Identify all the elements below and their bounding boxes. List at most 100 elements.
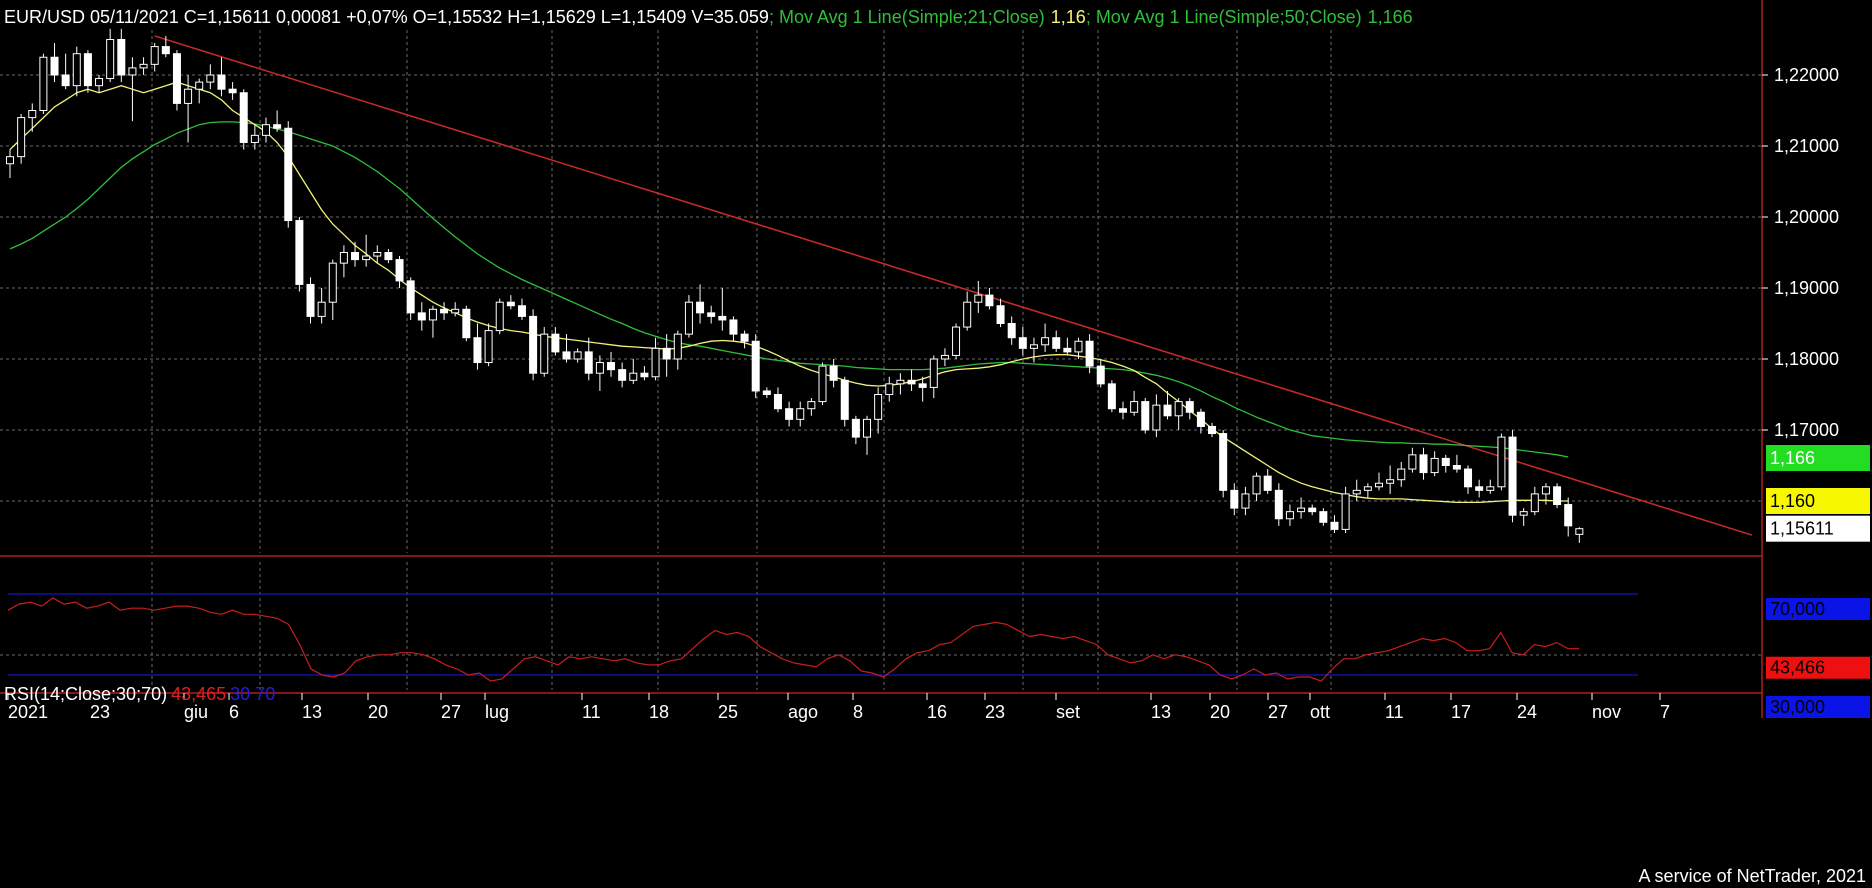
candle-body-down: [851, 418, 860, 438]
candle-body-up: [1074, 340, 1083, 353]
candle-body-down: [517, 305, 526, 317]
candle: [1263, 469, 1272, 494]
candle-body-up: [1174, 401, 1183, 417]
x-tick-label: 27: [1268, 702, 1288, 722]
candle-body-down: [584, 351, 593, 374]
candle-body-down: [473, 337, 482, 364]
candle: [83, 50, 92, 93]
candle: [295, 217, 304, 292]
candle: [1018, 327, 1027, 356]
candle-body-down: [551, 333, 560, 353]
candle: [440, 302, 449, 320]
candle: [740, 330, 749, 349]
x-tick-label: 23: [985, 702, 1005, 722]
candle-body-up: [1152, 404, 1161, 431]
candle-body-up: [6, 156, 14, 165]
rsi-tag-last-label: 43,466: [1770, 658, 1825, 678]
candle: [217, 57, 226, 97]
candle-body-up: [974, 294, 983, 303]
candle: [328, 259, 337, 320]
candle-body-down: [406, 280, 415, 314]
candle-body-down: [1119, 408, 1127, 413]
candle: [462, 305, 471, 342]
candle: [707, 305, 716, 324]
candle: [551, 327, 560, 356]
candle: [1530, 486, 1539, 516]
candle-body-up: [1029, 344, 1038, 349]
candle-body-down: [1018, 337, 1027, 349]
candle: [1230, 483, 1239, 516]
candle-body-up: [39, 56, 48, 111]
candle-body-up: [1575, 528, 1584, 535]
candle-body-up: [17, 117, 26, 158]
candle: [117, 28, 126, 83]
candle-body-down: [718, 315, 727, 321]
candle: [885, 376, 894, 402]
candle: [1029, 337, 1038, 363]
x-tick-label: 16: [927, 702, 947, 722]
rsi-panel: [7, 593, 1638, 682]
candle: [172, 50, 181, 111]
candle: [1152, 394, 1161, 438]
candle-body-up: [595, 362, 604, 374]
candle-body-up: [540, 333, 549, 374]
candle-body-down: [996, 305, 1005, 324]
trend-line: [154, 35, 1753, 536]
x-tick-label: 11: [582, 702, 601, 722]
candle-body-down: [1219, 433, 1228, 491]
ma21-tag: 1,160: [1766, 488, 1870, 514]
x-tick-label: 6: [229, 702, 239, 722]
x-tick-label: 23: [90, 702, 110, 722]
candle: [940, 348, 949, 367]
candle: [1519, 508, 1528, 526]
candle-body-up: [1486, 486, 1495, 491]
y-tick-label: 1,20000: [1774, 207, 1839, 227]
candle: [362, 234, 371, 267]
candle-body-down: [1163, 404, 1172, 417]
candle-body-down: [696, 301, 705, 314]
footer-credit: A service of NetTrader, 2021: [1639, 866, 1866, 886]
candle: [1541, 483, 1550, 505]
y-tick-label: 1,22000: [1774, 65, 1839, 85]
rsi-header: RSI(14;Close;30;70) 43,465 30 70: [4, 684, 275, 704]
x-tick-label: lug: [485, 702, 509, 722]
candle: [1553, 483, 1562, 509]
ma21-tag-bg: [1766, 488, 1870, 514]
rsi-line: [7, 597, 1580, 682]
candle-body-up: [963, 301, 972, 328]
candle: [6, 149, 14, 178]
candle-body-down: [618, 369, 627, 381]
candle: [751, 334, 760, 399]
candle-body-up: [28, 110, 37, 119]
candle-body-up: [373, 252, 382, 257]
x-tick-label: set: [1056, 702, 1080, 722]
candle: [1475, 479, 1484, 498]
rsi-tag-30: 30,000: [1766, 696, 1870, 718]
candle: [651, 337, 660, 381]
candle-body-down: [1419, 454, 1428, 474]
y-tick-label: 1,18000: [1774, 349, 1839, 369]
candle: [1508, 430, 1517, 523]
candle: [95, 75, 104, 93]
candle: [184, 75, 193, 143]
candle-body-down: [740, 333, 749, 342]
candle: [384, 248, 393, 264]
candle-body-up: [328, 262, 337, 303]
candle-body-up: [1374, 482, 1383, 488]
candle: [50, 43, 59, 83]
candle: [1041, 323, 1050, 352]
candle: [72, 46, 81, 97]
candle-body-down: [1564, 504, 1573, 527]
candle: [128, 57, 137, 122]
candle-body-down: [1085, 340, 1094, 367]
candle: [351, 241, 360, 267]
candle-body-down: [1141, 401, 1150, 431]
rsi-tag-last: 43,466: [1766, 656, 1870, 679]
candle: [1119, 401, 1127, 420]
candle-body-up: [362, 255, 371, 261]
candle: [573, 348, 582, 363]
candle-body-up: [150, 46, 159, 65]
candle: [1185, 398, 1194, 420]
candle-body-up: [206, 74, 215, 83]
